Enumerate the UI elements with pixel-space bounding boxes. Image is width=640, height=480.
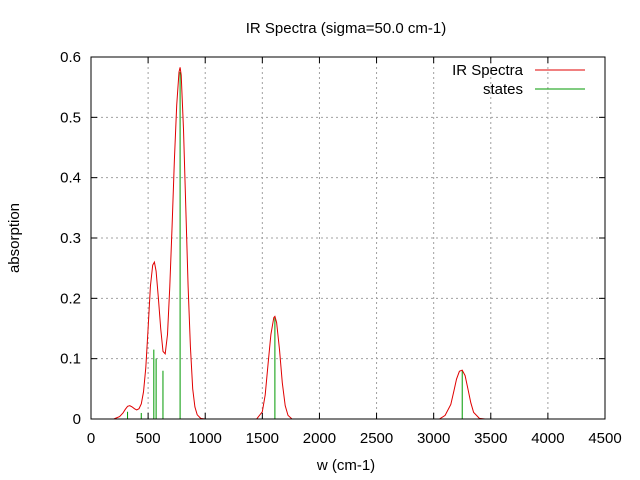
y-tick-label: 0.6 [60,49,81,66]
y-axis-label: absorption [6,203,23,273]
x-tick-label: 2500 [360,430,393,447]
grid [91,57,605,419]
x-tick-label: 3500 [474,430,507,447]
x-tick-label: 0 [87,430,95,447]
y-tick-label: 0.3 [60,230,81,247]
legend-label-states: states [483,81,523,98]
x-tick-label: 1000 [189,430,222,447]
y-tick-label: 0 [73,411,81,428]
legend: IR Spectra states [452,62,585,98]
legend-label-ir-spectra: IR Spectra [452,62,524,79]
x-tick-label: 2000 [303,430,336,447]
y-tick-label: 0.2 [60,290,81,307]
x-tick-label: 1500 [246,430,279,447]
y-tick-label: 0.1 [60,351,81,368]
y-tick-label: 0.5 [60,109,81,126]
ticks [90,56,606,420]
y-tick-labels: 0 0.1 0.2 0.3 0.4 0.5 0.6 [60,49,81,428]
ir-spectra-series [113,67,486,420]
states-series [127,72,463,419]
x-tick-labels: 0 500 1000 1500 2000 2500 3000 3500 4000 4500 [87,430,622,447]
ir-spectra-line [113,67,486,420]
x-tick-label: 3000 [417,430,450,447]
x-tick-label: 4000 [531,430,564,447]
y-tick-label: 0.4 [60,170,81,187]
x-tick-label: 500 [136,430,161,447]
x-axis-label: w (cm-1) [316,457,375,474]
chart-title: IR Spectra (sigma=50.0 cm-1) [246,20,447,37]
x-tick-label: 4500 [588,430,621,447]
